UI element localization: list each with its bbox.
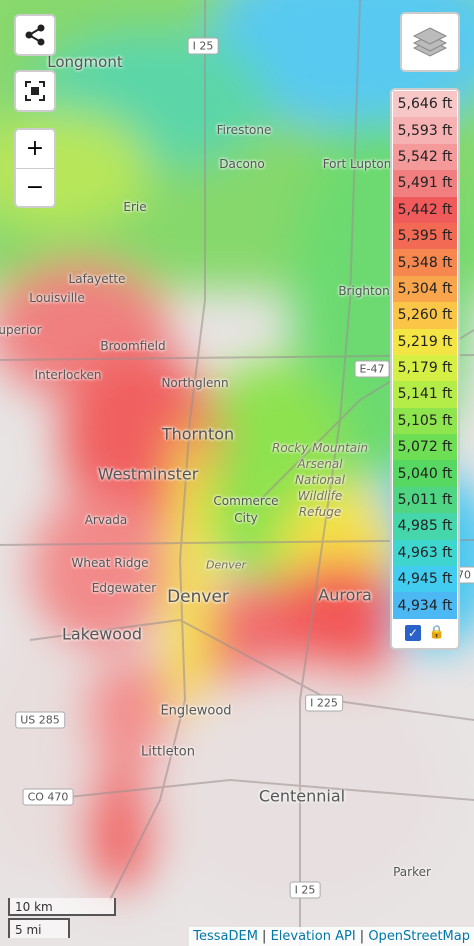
place-label: Denver [167, 587, 229, 607]
area-label: Rocky Mountain [271, 441, 369, 455]
place-label: City [234, 511, 258, 525]
scale-bar: 10 km 5 mi [8, 898, 118, 940]
legend-entry: 4,985 ft [393, 513, 457, 540]
place-label: Thornton [161, 424, 235, 444]
legend-entry: 5,040 ft [393, 460, 457, 487]
area-label: Arsenal [297, 457, 343, 471]
attribution-link[interactable]: OpenStreetMap [368, 929, 470, 944]
legend-entry: 5,542 ft [393, 143, 457, 171]
place-label: Parker [393, 865, 431, 879]
place-label: uperior [0, 323, 42, 337]
legend-entry: 5,260 ft [393, 302, 457, 329]
place-label: Broomfield [100, 339, 166, 353]
legend-entry: 5,491 ft [393, 170, 457, 197]
legend-entry: 5,179 ft [393, 354, 457, 382]
road-shield: CO 470 [22, 788, 74, 806]
layers-icon [412, 27, 448, 57]
place-label: Edgewater [91, 581, 157, 595]
road-shield: US 285 [15, 711, 65, 729]
area-label: Refuge [298, 505, 342, 519]
place-label: Englewood [160, 703, 232, 719]
road-shield: E-47 [354, 360, 390, 378]
legend-entry: 5,072 ft [393, 434, 457, 461]
legend-entry: 4,945 ft [393, 566, 457, 593]
legend-entry: 4,963 ft [393, 539, 457, 567]
zoom-out[interactable]: − [25, 174, 45, 200]
road-shield: I 225 [305, 694, 343, 712]
attribution: TessaDEM | Elevation API | OpenStreetMap [189, 927, 474, 946]
place-label: Centennial [258, 786, 346, 806]
place-label: Northglenn [161, 376, 229, 390]
place-label: Wheat Ridge [71, 556, 149, 570]
legend-entry: 4,934 ft [393, 592, 457, 619]
road-shield: I 25 [289, 881, 321, 899]
place-label: Erie [123, 200, 147, 214]
layers-button[interactable] [400, 12, 460, 72]
legend-entry: 5,395 ft [393, 222, 457, 250]
area-label: National [294, 473, 346, 487]
place-label: Fort Lupton [322, 157, 392, 171]
elevation-legend: 5,646 ft 5,593 ft 5,542 ft 5,491 ft 5,442 ft… [390, 88, 460, 650]
road-shield: I 25 [187, 37, 219, 55]
attribution-link[interactable]: TessaDEM [193, 929, 258, 944]
legend-entry: 5,646 ft [393, 91, 457, 118]
place-label: Lafayette [68, 272, 126, 286]
share-button[interactable] [14, 14, 56, 56]
place-label: Louisville [29, 291, 85, 305]
place-label: Commerce [213, 494, 279, 508]
legend-entry: 5,304 ft [393, 275, 457, 303]
fit-icon [25, 81, 45, 101]
legend-rows: 5,646 ft 5,593 ft 5,542 ft 5,491 ft 5,442 ft… [393, 91, 457, 619]
legend-entry: 5,442 ft [393, 196, 457, 223]
place-label: Aurora [318, 585, 372, 605]
place-label: Westminster [97, 464, 199, 484]
place-label: Dacono [219, 157, 265, 171]
place-label: Arvada [84, 513, 128, 527]
share-icon [25, 24, 45, 46]
legend-entry: 5,141 ft [393, 381, 457, 408]
area-label: Denver [205, 558, 247, 572]
place-label: Littleton [141, 744, 195, 760]
fit-button[interactable] [14, 70, 56, 112]
place-label: Lakewood [61, 624, 143, 644]
area-label: Wildlife [297, 489, 343, 503]
place-label: Firestone [216, 123, 272, 137]
legend-entry: 5,219 ft [393, 328, 457, 355]
legend-entry: 5,593 ft [393, 117, 457, 144]
lock-icon[interactable]: 🔒 [428, 625, 446, 641]
legend-entry: 5,105 ft [393, 407, 457, 435]
scale-imperial: 5 mi [8, 918, 70, 938]
place-label: Brighton [338, 284, 390, 298]
zoom-in[interactable]: + [16, 130, 54, 169]
place-label: Interlocken [34, 368, 102, 382]
legend-footer: ✓ 🔒 [393, 619, 457, 647]
scale-metric: 10 km [8, 898, 116, 916]
legend-entry: 5,011 ft [393, 486, 457, 514]
attribution-link[interactable]: Elevation API [270, 929, 356, 944]
place-label: Longmont [47, 53, 123, 71]
auto-checkbox[interactable]: ✓ [404, 624, 421, 641]
zoom-control: + − [14, 128, 56, 208]
legend-entry: 5,348 ft [393, 249, 457, 276]
